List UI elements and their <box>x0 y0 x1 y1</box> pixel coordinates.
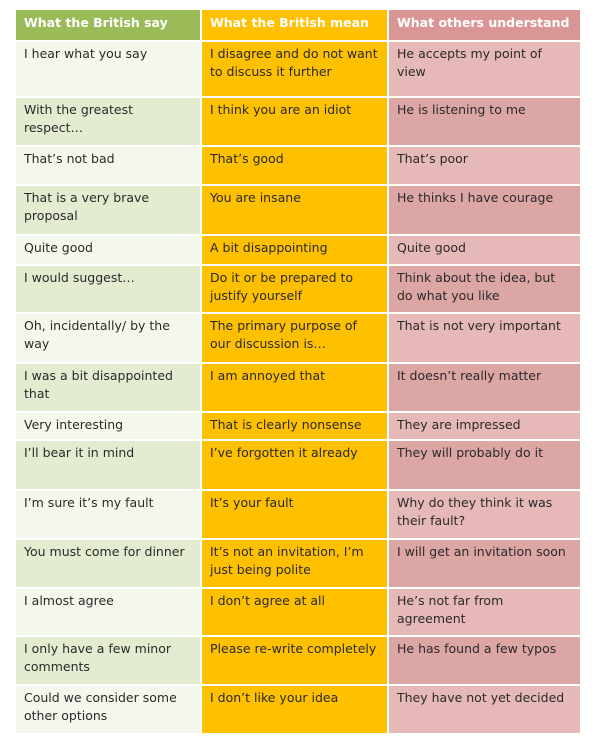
table-row: That’s not bad That’s good That’s poor <box>14 145 582 186</box>
table-cell: He has found a few typos <box>387 635 582 686</box>
table-cell: With the greatest respect… <box>14 96 202 147</box>
table-cell: Think about the idea, but do what you li… <box>387 264 582 314</box>
table-row: You must come for dinner It’s not an invi… <box>14 538 582 589</box>
table-cell: You must come for dinner <box>14 538 202 589</box>
table-cell: They are impressed <box>387 411 582 441</box>
table-cell: I’m sure it’s my fault <box>14 489 202 540</box>
table-row: I hear what you say I disagree and do not… <box>14 40 582 98</box>
phrase-table: What the British say What the British mea… <box>14 8 582 735</box>
table-cell: He’s not far from agreement <box>387 587 582 637</box>
table-cell: Please re-write completely <box>200 635 389 686</box>
table-cell: I’ve forgotten it already <box>200 439 389 491</box>
table-cell: I don’t agree at all <box>200 587 389 637</box>
table-cell: That’s good <box>200 145 389 186</box>
table-row: Very interesting That is clearly nonsense… <box>14 411 582 441</box>
table-cell: He thinks I have courage <box>387 184 582 236</box>
table-row: Could we consider some other options I do… <box>14 684 582 735</box>
header-cell: What the British mean <box>200 8 389 42</box>
table-row: Oh, incidentally/ by the way The primary … <box>14 312 582 364</box>
table-row: I only have a few minor comments Please r… <box>14 635 582 686</box>
table-cell: It’s not an invitation, I’m just being p… <box>200 538 389 589</box>
table-row: I would suggest… Do it or be prepared to … <box>14 264 582 314</box>
table-cell: Quite good <box>14 234 202 266</box>
table-cell: I almost agree <box>14 587 202 637</box>
table-cell: Why do they think it was their fault? <box>387 489 582 540</box>
table-row: I was a bit disappointed that I am annoye… <box>14 362 582 413</box>
table-cell: He is listening to me <box>387 96 582 147</box>
table-cell: They will probably do it <box>387 439 582 491</box>
table-row: I’m sure it’s my fault It’s your fault Why… <box>14 489 582 540</box>
table-cell: I don’t like your idea <box>200 684 389 735</box>
table-header: What the British say What the British mea… <box>14 8 582 42</box>
table-cell: He accepts my point of view <box>387 40 582 98</box>
table-cell: It’s your fault <box>200 489 389 540</box>
table-cell: A bit disappointing <box>200 234 389 266</box>
table-cell: Oh, incidentally/ by the way <box>14 312 202 364</box>
table-cell: I only have a few minor comments <box>14 635 202 686</box>
table-cell: That is a very brave proposal <box>14 184 202 236</box>
table-cell: I would suggest… <box>14 264 202 314</box>
table-cell: I disagree and do not want to discuss it… <box>200 40 389 98</box>
table-cell: Could we consider some other options <box>14 684 202 735</box>
table-cell: I’ll bear it in mind <box>14 439 202 491</box>
table-row: I almost agree I don’t agree at all He’s n… <box>14 587 582 637</box>
table-cell: Very interesting <box>14 411 202 441</box>
table-container: What the British say What the British mea… <box>14 8 582 735</box>
table-cell: The primary purpose of our discussion is… <box>200 312 389 364</box>
table-body: I hear what you say I disagree and do not… <box>14 40 582 735</box>
table-cell: Do it or be prepared to justify yourself <box>200 264 389 314</box>
table-cell: I think you are an idiot <box>200 96 389 147</box>
header-cell: What the British say <box>14 8 202 42</box>
table-cell: That’s poor <box>387 145 582 186</box>
table-cell: That’s not bad <box>14 145 202 186</box>
table-cell: It doesn’t really matter <box>387 362 582 413</box>
table-row: With the greatest respect… I think you ar… <box>14 96 582 147</box>
table-cell: Quite good <box>387 234 582 266</box>
table-cell: That is not very important <box>387 312 582 364</box>
table-cell: I am annoyed that <box>200 362 389 413</box>
header-cell: What others understand <box>387 8 582 42</box>
table-cell: I was a bit disappointed that <box>14 362 202 413</box>
table-cell: I hear what you say <box>14 40 202 98</box>
table-row: I’ll bear it in mind I’ve forgotten it al… <box>14 439 582 491</box>
table-row: Quite good A bit disappointing Quite good <box>14 234 582 266</box>
table-row: That is a very brave proposal You are ins… <box>14 184 582 236</box>
header-row: What the British say What the British mea… <box>14 8 582 42</box>
table-cell: That is clearly nonsense <box>200 411 389 441</box>
table-cell: They have not yet decided <box>387 684 582 735</box>
table-cell: I will get an invitation soon <box>387 538 582 589</box>
table-cell: You are insane <box>200 184 389 236</box>
